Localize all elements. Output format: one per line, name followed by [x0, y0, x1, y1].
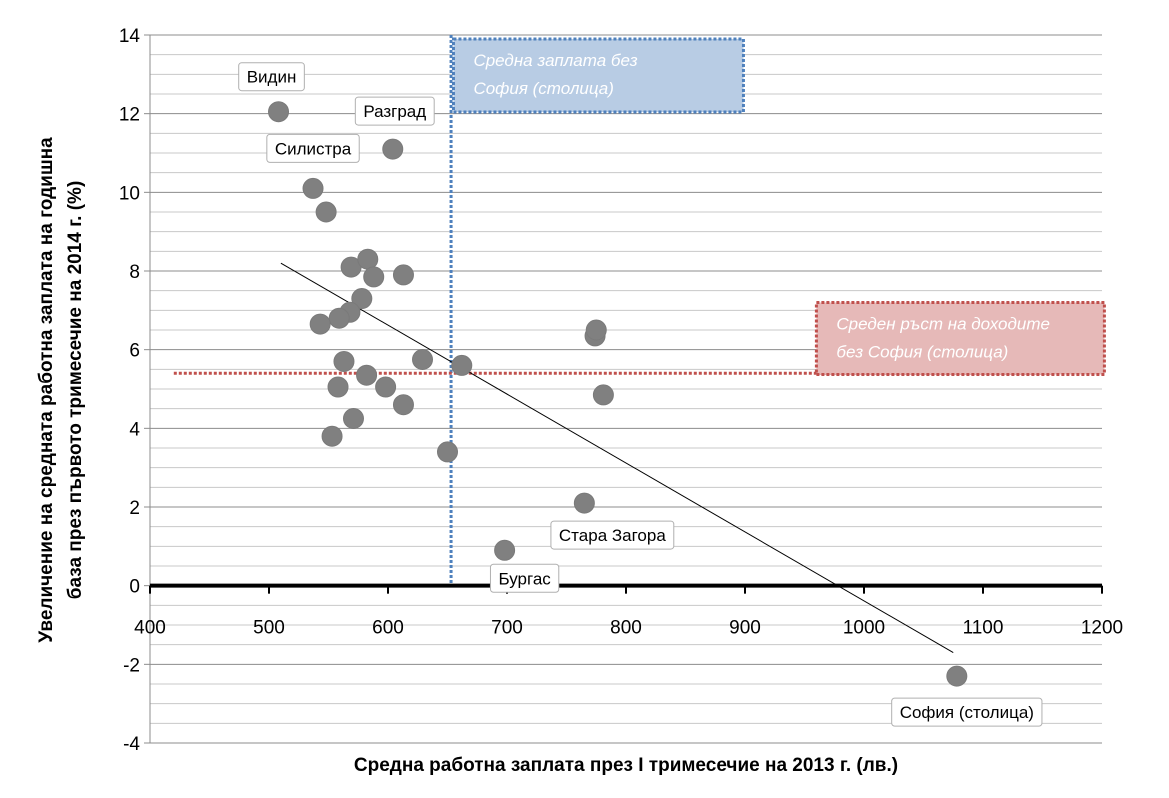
point-label-box	[266, 133, 360, 163]
point-labels: Видин Разград Силистра Стара Загора Бургас Со…	[238, 62, 1043, 727]
avg-growth-annotation: Среден ръст на доходите без София (столиц…	[814, 300, 1106, 376]
data-point	[327, 376, 349, 398]
point-label-box	[550, 520, 675, 550]
point-label-box	[354, 96, 435, 126]
data-point	[351, 288, 373, 310]
x-tick-label: 1000	[843, 618, 885, 639]
point-label: София (столица)	[891, 697, 1043, 727]
x-tick-label: 1200	[1081, 618, 1123, 639]
point-label-text: Силистра	[275, 139, 352, 158]
data-point	[392, 264, 414, 286]
data-point	[375, 376, 397, 398]
reference-lines	[173, 35, 1055, 586]
point-label-box	[891, 697, 1043, 727]
y-axis-title-line-1: Увеличение на средната работна заплата н…	[36, 137, 57, 643]
point-label-text: Разград	[363, 102, 426, 121]
data-point	[592, 384, 614, 406]
x-tick-label: 800	[610, 618, 642, 639]
y-tick-label: 10	[119, 183, 140, 204]
data-point	[946, 665, 968, 687]
point-label-text: Видин	[247, 68, 297, 87]
y-tick-label: 0	[129, 577, 140, 598]
point-label: Бургас	[489, 563, 560, 593]
point-label-text: София (столица)	[900, 703, 1034, 722]
data-point	[309, 313, 331, 335]
y-tick-label: -2	[123, 655, 140, 676]
y-tick-label: 2	[129, 498, 140, 519]
data-point	[494, 539, 516, 561]
avg-salary-annotation-text: Средна заплата без	[473, 51, 637, 70]
point-label-text: Стара Загора	[559, 526, 666, 545]
avg-salary-annotation-frame	[451, 37, 745, 114]
trendline-segment	[280, 262, 954, 653]
y-tick-label: 14	[119, 26, 141, 47]
data-point	[342, 408, 364, 429]
y-tick-label: 8	[129, 262, 140, 283]
data-point	[382, 138, 404, 160]
data-point	[585, 319, 607, 341]
y-tick-label: 6	[129, 341, 140, 362]
avg-growth-annotation-text: без София (столица)	[836, 342, 1008, 361]
avg-growth-annotation-text: Среден ръст на доходите	[836, 314, 1050, 333]
y-tick-label: 4	[129, 419, 140, 440]
x-tick-label: 400	[134, 618, 166, 639]
y-axis-title-line-2: база през първото тримесечие на 2014 г. …	[65, 181, 86, 600]
axes: -4 -2 0 2 4 6 8 10 12 14 400 500 600 700 800 900 1000 110…	[119, 26, 1123, 755]
data-point	[328, 307, 350, 329]
point-label-box	[238, 62, 305, 92]
data-point	[363, 266, 385, 288]
x-tick-label: 500	[253, 618, 285, 639]
data-point	[268, 101, 290, 123]
data-point	[315, 201, 337, 223]
data-point	[357, 248, 379, 270]
data-point	[412, 349, 434, 370]
x-axis-title: Средна работна заплата през I тримесечие…	[354, 755, 898, 776]
data-point	[321, 425, 343, 447]
y-tick-label: 12	[119, 105, 140, 126]
data-point	[451, 354, 473, 376]
data-point	[392, 394, 414, 416]
x-tick-label: 900	[729, 618, 761, 639]
data-point	[302, 177, 324, 199]
data-points	[268, 101, 968, 687]
avg-salary-annotation-text: София (столица)	[473, 79, 613, 98]
point-label: Разград	[354, 96, 435, 126]
annotation-boxes: Средна заплата без София (столица) Среден …	[451, 37, 1106, 376]
data-point	[333, 350, 355, 372]
trendline	[280, 262, 954, 653]
point-label: Видин	[238, 62, 305, 92]
data-point	[356, 364, 378, 386]
avg-growth-annotation-frame	[814, 300, 1106, 376]
x-tick-label: 700	[491, 618, 523, 639]
point-label-text: Бургас	[498, 569, 551, 588]
y-tick-label: -4	[123, 734, 140, 755]
point-label: Стара Загора	[550, 520, 675, 550]
data-point	[573, 492, 595, 514]
point-label-box	[489, 563, 560, 593]
data-point	[437, 441, 458, 463]
avg-salary-annotation: Средна заплата без София (столица)	[451, 37, 745, 114]
x-tick-label: 600	[372, 618, 404, 639]
point-label: Силистра	[266, 133, 360, 163]
x-tick-label: 1100	[963, 618, 1004, 639]
